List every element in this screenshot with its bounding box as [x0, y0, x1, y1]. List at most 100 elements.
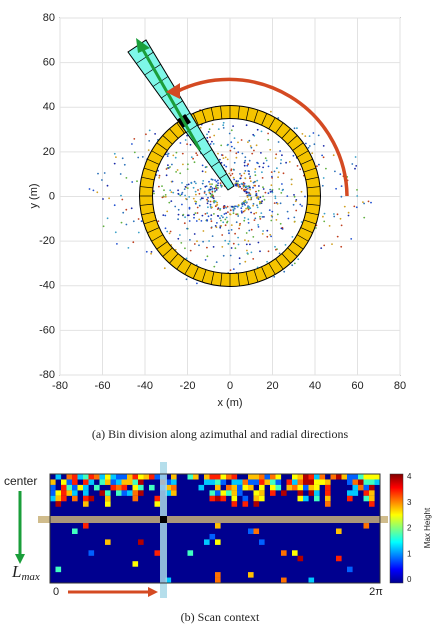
ring-tick: [220, 273, 223, 287]
heat-cell: [83, 523, 89, 529]
point: [198, 244, 200, 247]
heat-cell: [116, 479, 122, 485]
point: [204, 185, 207, 188]
point: [177, 213, 180, 216]
point: [193, 161, 196, 164]
heat-cell: [363, 484, 370, 491]
point: [181, 152, 184, 155]
heat-cell: [149, 474, 155, 480]
point: [186, 214, 189, 217]
point: [363, 216, 366, 219]
point: [247, 163, 250, 166]
point: [279, 162, 282, 165]
point: [209, 143, 212, 145]
ring-tick: [176, 258, 185, 270]
point: [267, 132, 269, 135]
heat-cell: [226, 474, 232, 480]
ring-tick: [305, 211, 319, 216]
heat-cell: [215, 479, 221, 485]
point: [222, 216, 224, 219]
point: [164, 214, 167, 217]
point: [140, 220, 143, 223]
heat-cell: [55, 474, 62, 480]
heat-cell: [165, 577, 172, 584]
point: [216, 222, 218, 224]
point: [167, 152, 170, 155]
point: [256, 206, 259, 209]
heat-cell: [72, 528, 78, 534]
point: [119, 173, 122, 175]
point: [163, 267, 166, 270]
point: [230, 169, 233, 172]
ring-tick: [237, 105, 240, 119]
ring-tick: [143, 219, 157, 225]
point: [211, 140, 213, 143]
heat-cell: [99, 490, 106, 496]
point: [169, 230, 172, 233]
point: [166, 155, 169, 158]
point: [131, 181, 134, 183]
point: [213, 134, 216, 137]
point: [219, 182, 222, 185]
point: [261, 177, 264, 179]
point: [158, 174, 161, 177]
point: [220, 219, 222, 222]
point: [270, 219, 273, 222]
point: [153, 192, 155, 195]
heat-cell: [215, 539, 221, 545]
point: [102, 225, 105, 228]
point: [230, 129, 233, 132]
point: [172, 154, 175, 157]
point: [237, 141, 239, 144]
heat-cell: [314, 474, 320, 480]
point: [240, 139, 243, 141]
heat-cell: [297, 474, 304, 480]
point: [209, 205, 212, 208]
sector-tick: [219, 173, 227, 179]
x-tick-label: 0: [227, 380, 233, 392]
point: [216, 208, 219, 211]
point: [165, 168, 168, 170]
point: [211, 183, 213, 186]
point: [188, 196, 191, 198]
radial-arrowhead-b: [15, 554, 25, 564]
heat-cell: [352, 474, 359, 480]
heat-cell: [319, 479, 326, 485]
heat-cell: [198, 484, 205, 491]
heat-cell: [237, 484, 243, 491]
point: [256, 161, 258, 164]
point: [335, 187, 337, 190]
point: [114, 231, 117, 234]
heat-cell: [105, 490, 111, 496]
point: [222, 124, 225, 127]
point: [137, 218, 140, 220]
point: [189, 143, 192, 146]
heat-cell: [237, 490, 243, 496]
point: [254, 171, 256, 173]
point: [228, 232, 230, 235]
point: [343, 205, 346, 208]
point: [367, 200, 370, 203]
heat-cell: [83, 484, 89, 491]
heat-cell: [347, 479, 353, 485]
heat-cell: [88, 550, 95, 556]
point: [256, 179, 259, 182]
point: [234, 247, 237, 250]
heat-cell: [358, 479, 364, 485]
point: [288, 161, 291, 163]
heat-cell: [242, 501, 249, 507]
heat-cell: [116, 484, 122, 491]
heat-cell: [132, 490, 139, 496]
x-tick-label: 20: [266, 380, 278, 392]
point: [219, 226, 222, 229]
point: [150, 251, 153, 253]
ring-tick: [300, 227, 313, 234]
point: [308, 135, 311, 138]
point: [177, 218, 180, 221]
point: [96, 191, 99, 194]
heat-cell: [248, 474, 254, 480]
point: [249, 177, 251, 180]
point: [270, 235, 272, 238]
heat-cell: [220, 479, 227, 485]
point: [209, 195, 212, 198]
